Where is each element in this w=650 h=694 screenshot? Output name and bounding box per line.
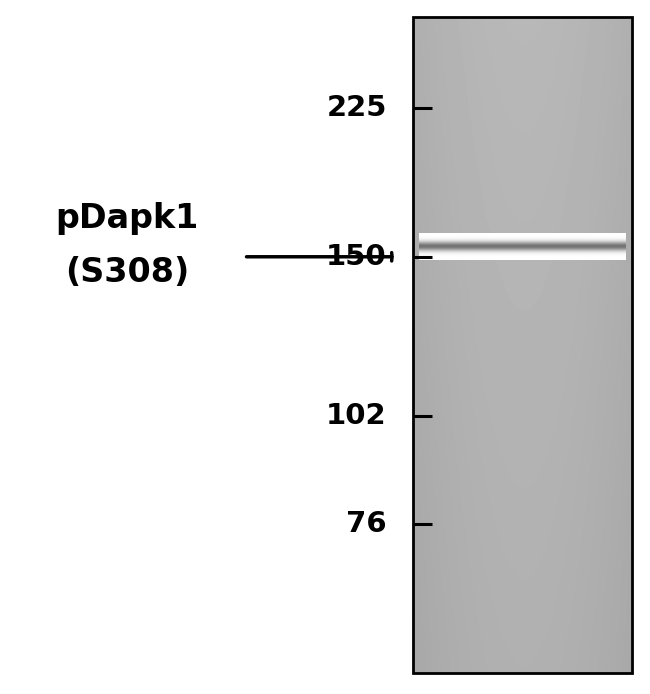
Text: (S308): (S308) (64, 255, 189, 289)
Text: 225: 225 (326, 94, 387, 121)
Text: 150: 150 (326, 243, 387, 271)
Text: 102: 102 (326, 403, 387, 430)
Text: 76: 76 (346, 510, 387, 538)
Bar (413, 17, 632, 673)
Text: pDapk1: pDapk1 (55, 202, 198, 235)
